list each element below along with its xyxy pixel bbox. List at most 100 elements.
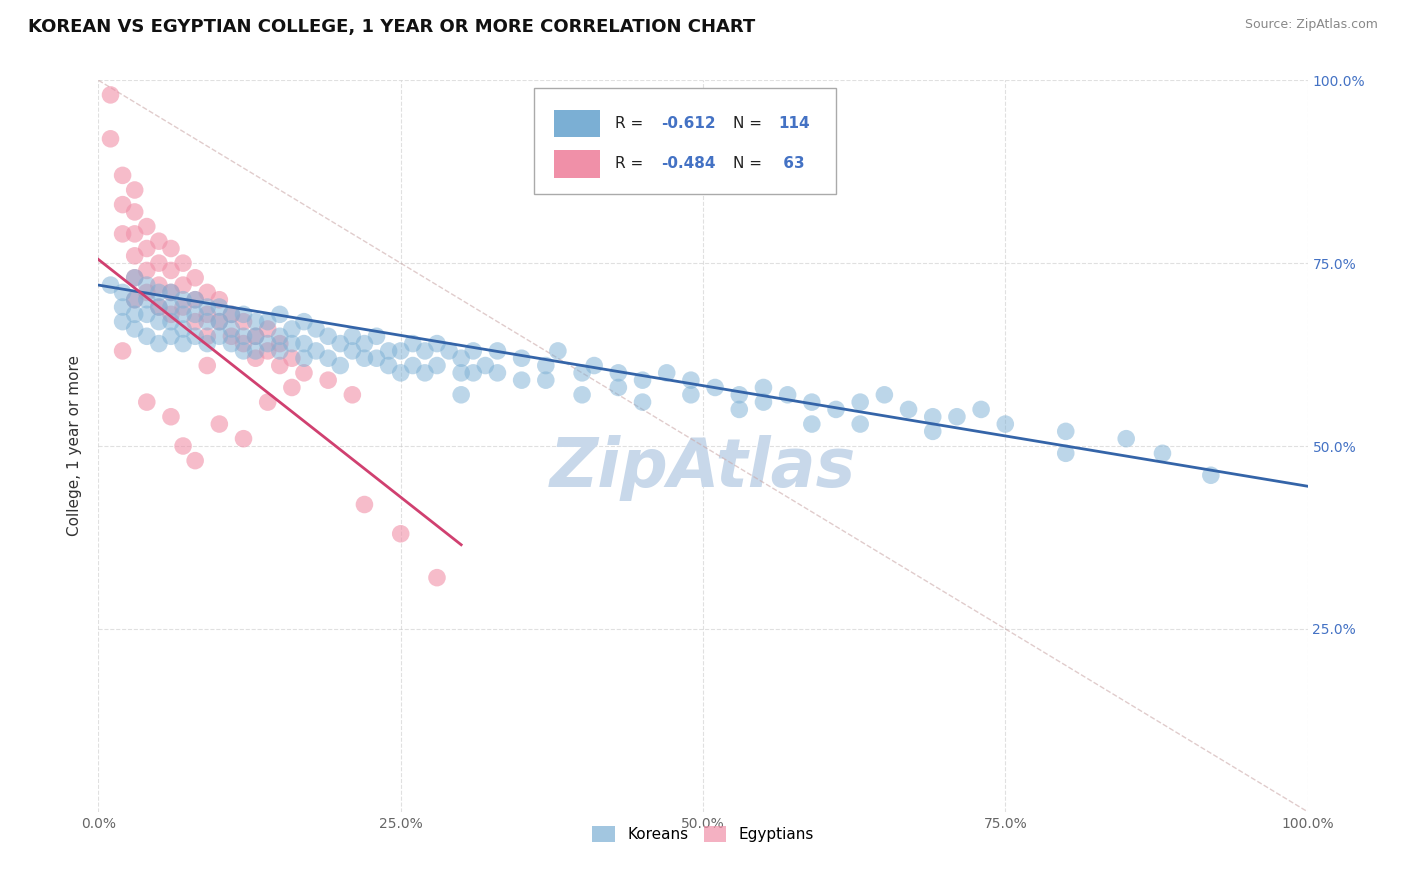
- Point: [486, 366, 509, 380]
- Point: [245, 329, 267, 343]
- Point: [269, 359, 291, 373]
- Point: [342, 329, 364, 343]
- Point: [160, 307, 183, 321]
- Point: [486, 343, 509, 358]
- Point: [160, 300, 183, 314]
- Point: [184, 453, 207, 467]
- Point: [1115, 432, 1137, 446]
- Point: [221, 322, 243, 336]
- Point: [776, 388, 799, 402]
- Point: [534, 373, 557, 387]
- Point: [232, 432, 254, 446]
- Point: [873, 388, 896, 402]
- Point: [389, 343, 412, 358]
- Point: [135, 278, 157, 293]
- Point: [135, 285, 157, 300]
- Point: [849, 395, 872, 409]
- Point: [679, 388, 702, 402]
- Point: [377, 359, 399, 373]
- Point: [679, 373, 702, 387]
- Point: [160, 263, 183, 277]
- Point: [195, 315, 218, 329]
- Point: [281, 351, 304, 366]
- Point: [245, 329, 267, 343]
- Point: [195, 285, 218, 300]
- Point: [160, 285, 183, 300]
- Point: [704, 380, 727, 394]
- Point: [353, 498, 375, 512]
- Point: [571, 388, 593, 402]
- Point: [184, 270, 207, 285]
- Point: [571, 366, 593, 380]
- Point: [329, 359, 352, 373]
- Point: [124, 293, 146, 307]
- Point: [208, 300, 231, 314]
- Point: [389, 526, 412, 541]
- Text: KOREAN VS EGYPTIAN COLLEGE, 1 YEAR OR MORE CORRELATION CHART: KOREAN VS EGYPTIAN COLLEGE, 1 YEAR OR MO…: [28, 18, 755, 36]
- Point: [752, 380, 775, 394]
- Point: [160, 329, 183, 343]
- Text: Source: ZipAtlas.com: Source: ZipAtlas.com: [1244, 18, 1378, 31]
- Point: [148, 315, 170, 329]
- Point: [402, 359, 425, 373]
- Point: [1054, 446, 1077, 460]
- Point: [269, 307, 291, 321]
- Point: [389, 366, 412, 380]
- Point: [245, 343, 267, 358]
- Point: [111, 197, 134, 211]
- Point: [148, 300, 170, 314]
- Point: [160, 242, 183, 256]
- Text: N =: N =: [734, 116, 768, 131]
- Point: [281, 380, 304, 394]
- Point: [450, 388, 472, 402]
- Point: [195, 300, 218, 314]
- Point: [474, 359, 496, 373]
- Point: [292, 366, 315, 380]
- Point: [1199, 468, 1222, 483]
- FancyBboxPatch shape: [534, 87, 837, 194]
- Text: 114: 114: [778, 116, 810, 131]
- Text: N =: N =: [734, 156, 768, 171]
- Point: [534, 359, 557, 373]
- Point: [316, 373, 339, 387]
- Point: [510, 351, 533, 366]
- Point: [256, 343, 278, 358]
- Point: [100, 132, 122, 146]
- Point: [208, 315, 231, 329]
- Point: [135, 242, 157, 256]
- Text: 63: 63: [778, 156, 804, 171]
- Point: [413, 343, 436, 358]
- FancyBboxPatch shape: [554, 150, 600, 178]
- Point: [135, 219, 157, 234]
- Point: [221, 336, 243, 351]
- Point: [195, 307, 218, 321]
- Point: [221, 307, 243, 321]
- Point: [825, 402, 848, 417]
- Point: [631, 395, 654, 409]
- Point: [292, 315, 315, 329]
- Point: [728, 402, 751, 417]
- Point: [124, 307, 146, 321]
- Point: [329, 336, 352, 351]
- Point: [111, 285, 134, 300]
- Point: [353, 351, 375, 366]
- Point: [366, 351, 388, 366]
- Point: [316, 351, 339, 366]
- Point: [111, 300, 134, 314]
- Point: [269, 343, 291, 358]
- Point: [256, 395, 278, 409]
- Point: [281, 336, 304, 351]
- Point: [547, 343, 569, 358]
- Point: [245, 315, 267, 329]
- Point: [124, 293, 146, 307]
- Point: [800, 417, 823, 431]
- Point: [849, 417, 872, 431]
- Point: [292, 336, 315, 351]
- Point: [426, 359, 449, 373]
- Point: [172, 322, 194, 336]
- Point: [256, 322, 278, 336]
- Point: [450, 366, 472, 380]
- Point: [172, 293, 194, 307]
- Point: [148, 234, 170, 248]
- Point: [256, 315, 278, 329]
